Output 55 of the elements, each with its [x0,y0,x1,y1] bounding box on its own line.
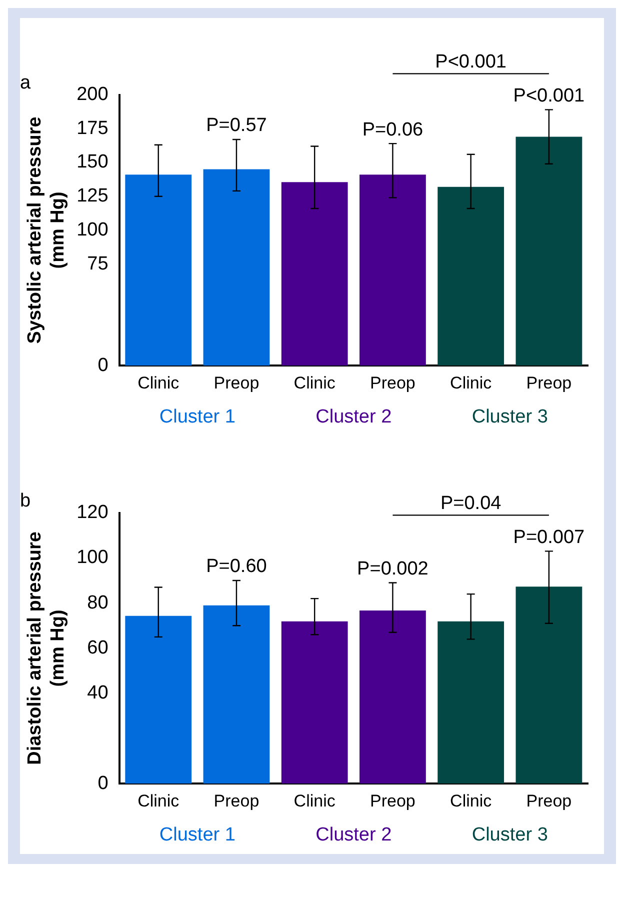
y-tick-label: 100 [76,547,108,568]
chart-title: b [20,490,31,512]
y-tick-label: 100 [76,219,108,240]
bar [125,616,192,784]
y-tick-label: 75 [87,253,108,274]
chart-title: a [20,72,31,94]
y-tick-label: 40 [87,682,108,704]
y-axis-title: Diastolic arterial pressure (mm Hg) [24,532,68,765]
bar [516,586,582,784]
x-tick-label: Clinic [138,791,180,810]
x-tick-label: Preop [526,373,572,392]
x-tick-label: Clinic [450,373,492,392]
x-tick-label: Preop [214,791,260,810]
y-tick-label: 120 [76,502,108,524]
annotation: P=0.57 [206,115,267,136]
annotation: P=0.06 [362,119,424,140]
y-axis-title: Systolic arterial pressure (mm Hg) [24,116,68,344]
annotation: P=0.002 [357,558,428,580]
annotation: P<0.001 [513,85,585,106]
y-tick-label: 0 [98,772,108,794]
bar [516,136,582,366]
text: Cluster 1 [159,406,236,428]
bar [281,182,348,366]
text: P<0.001 [435,51,506,72]
x-tick-label: Preop [370,373,416,392]
text: Cluster 1 [159,824,236,846]
bar [360,610,426,784]
y-tick-label: 80 [87,592,108,614]
annotation: P=0.04 [440,492,502,514]
x-tick-label: Clinic [294,791,336,810]
text: Cluster 3 [472,406,548,428]
text: Cluster 3 [472,824,548,846]
x-tick-label: Preop [370,791,416,810]
bar [125,174,192,366]
x-tick-label: Clinic [294,373,336,392]
bar [281,621,348,784]
bar [438,621,504,784]
y-tick-label: 200 [76,84,108,106]
annotation: P=0.007 [513,526,585,548]
text: Cluster 2 [316,406,392,428]
y-tick-label: 175 [76,118,108,139]
annotation: P=0.60 [206,556,267,578]
y-tick-label: 150 [76,152,108,173]
x-tick-label: Preop [526,791,572,810]
x-tick-label: Preop [214,373,260,392]
y-tick-label: 60 [87,637,108,658]
x-tick-label: Clinic [138,373,180,392]
bar [203,169,270,366]
bar [203,605,270,784]
text: Cluster 2 [316,824,392,846]
y-tick-label: 0 [98,354,108,376]
x-tick-label: Clinic [450,791,492,810]
bar [360,174,426,366]
bar [438,186,504,366]
y-tick-label: 125 [76,186,108,207]
